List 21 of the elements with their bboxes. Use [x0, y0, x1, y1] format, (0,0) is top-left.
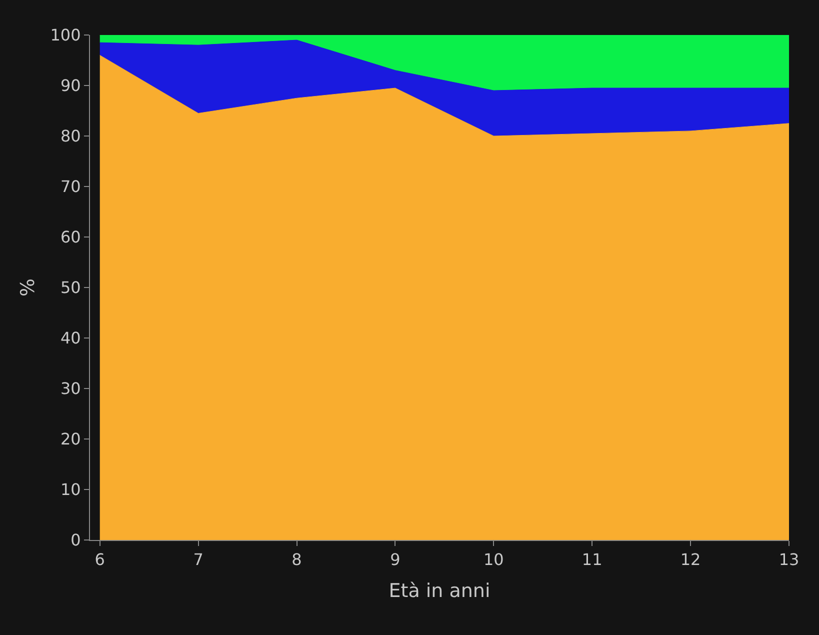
y-tick-label: 30	[60, 379, 81, 398]
y-tick-label: 20	[60, 430, 81, 449]
y-tick-label: 70	[60, 177, 81, 196]
y-tick-label: 10	[60, 480, 81, 500]
x-tick-label: 12	[680, 550, 701, 570]
x-tick-label: 8	[292, 550, 302, 570]
x-tick-label: 13	[778, 550, 800, 570]
y-tick-label: 50	[60, 278, 81, 298]
x-axis-title: Età in anni	[388, 580, 490, 602]
y-tick-label: 40	[60, 328, 81, 348]
y-tick-label: 60	[60, 228, 81, 247]
y-tick-label: 90	[60, 76, 81, 96]
x-tick-label: 10	[483, 550, 504, 570]
y-tick-label: 80	[60, 126, 81, 146]
y-tick-label: 0	[70, 530, 81, 550]
x-tick-label: 6	[94, 550, 105, 570]
x-tick-label: 7	[193, 550, 204, 570]
x-tick-label: 9	[390, 550, 400, 570]
y-axis-title: %	[17, 278, 40, 297]
y-tick-label: 100	[50, 26, 81, 45]
x-tick-label: 11	[582, 550, 602, 570]
